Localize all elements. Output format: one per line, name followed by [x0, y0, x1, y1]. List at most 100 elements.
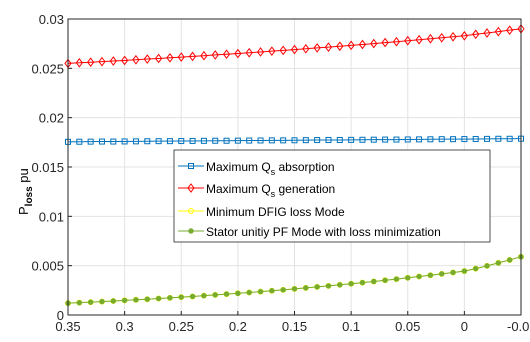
- series-4-point: [246, 289, 252, 296]
- series-2-point: [426, 33, 435, 44]
- series-1-point: [155, 138, 162, 145]
- series-1-point: [404, 136, 411, 143]
- y-tick-labels: 0 0.005 0.01 0.015 0.02 0.025 0.03: [31, 12, 64, 323]
- series-1-point: [336, 136, 343, 143]
- series-1-point: [189, 137, 196, 144]
- series-2-point: [324, 42, 333, 52]
- series-4-point: [484, 263, 490, 269]
- series-2-point: [290, 44, 299, 55]
- series-2-point: [460, 30, 468, 41]
- series-4-point: [257, 288, 264, 295]
- series-1-point: [166, 138, 173, 145]
- series-2-point: [87, 57, 95, 68]
- y-tick-label: 0.02: [39, 111, 64, 126]
- series-1-point: [325, 136, 332, 143]
- series-4-point: [416, 273, 422, 280]
- x-tick-label: 0.05: [395, 319, 420, 334]
- series-4-point: [337, 282, 343, 288]
- series-1-point: [393, 136, 400, 143]
- legend-entry-2: Maximum Qs generation: [206, 182, 335, 199]
- series-layer: [64, 24, 525, 307]
- series-4-point: [303, 285, 309, 291]
- series-2-point: [268, 46, 276, 56]
- legend-sample-marker: [188, 228, 194, 234]
- series-4-point: [348, 281, 354, 287]
- series-4-point: [359, 279, 366, 286]
- series-2-point: [506, 25, 514, 35]
- series-1-point: [132, 138, 139, 145]
- series-4-point: [450, 269, 456, 276]
- series-2-point: [256, 47, 265, 57]
- series-1-point: [212, 137, 219, 144]
- series-2-point: [415, 34, 423, 45]
- series-1-point: [234, 137, 241, 144]
- series-2-point: [392, 36, 401, 47]
- series-1-point: [416, 136, 423, 143]
- series-1-point: [438, 136, 445, 143]
- y-tick-label: 0.005: [31, 259, 64, 274]
- series-4-point: [393, 276, 400, 282]
- series-4-point: [382, 277, 388, 283]
- x-tick-label: 0.1: [342, 319, 360, 334]
- x-tick-labels: 0.35 0.3 0.25 0.2 0.15 0.1 0.05 0 -0.05: [55, 319, 530, 334]
- x-tick-label: 0.25: [169, 319, 194, 334]
- x-tick-label: 0.2: [229, 319, 247, 334]
- series-4-point: [223, 291, 230, 297]
- series-4-point: [405, 275, 411, 281]
- series-4-point: [325, 283, 332, 289]
- series-2-point: [494, 26, 502, 37]
- x-tick-label: 0.15: [282, 319, 307, 334]
- series-2-point: [177, 52, 185, 62]
- legend-entry-1-tail: absorption: [275, 160, 334, 174]
- series-4-point: [506, 257, 513, 263]
- series-2-point: [200, 50, 208, 61]
- legend-entry-1-sub: s: [271, 167, 276, 177]
- series-1-point: [302, 137, 309, 144]
- series-4-point: [144, 296, 150, 302]
- tick-marks: [67, 18, 522, 316]
- legend-sample-marker: [188, 208, 194, 214]
- series-2-point: [109, 56, 117, 66]
- legend-entry-3: Minimum DFIG loss Mode: [206, 205, 345, 219]
- series-4-point: [280, 287, 286, 293]
- series-2-point: [381, 37, 389, 48]
- y-tick-label: 0.015: [31, 160, 64, 175]
- series-4-point: [427, 272, 434, 278]
- series-2-point: [347, 40, 355, 51]
- series-2-point: [98, 56, 106, 67]
- x-tick-label: 0: [461, 319, 468, 334]
- series-1-point: [348, 136, 355, 143]
- series-2-point: [166, 52, 174, 63]
- legend-entry-2-sub: s: [271, 189, 276, 199]
- series-2: [64, 24, 525, 69]
- series-2-point: [279, 45, 287, 56]
- series-1-point: [291, 137, 298, 144]
- y-tick-label: 0.03: [39, 12, 64, 27]
- series-1-point: [98, 138, 105, 145]
- series-2-point: [121, 55, 129, 66]
- series-2-point: [438, 32, 446, 43]
- series-1-point: [200, 137, 207, 144]
- series-4-point: [178, 294, 184, 300]
- series-2-point: [313, 43, 321, 53]
- series-1-point: [87, 138, 94, 145]
- series-2-point: [449, 31, 457, 42]
- series-1-point: [110, 138, 117, 145]
- x-tick-label: -0.05: [507, 319, 530, 334]
- series-4-point: [461, 268, 468, 274]
- series-2-point: [483, 28, 491, 38]
- series-4-point: [189, 293, 196, 300]
- series-1-point: [314, 137, 321, 144]
- series-2-point: [154, 53, 163, 64]
- series-4-point: [495, 260, 502, 266]
- legend-box: [173, 149, 491, 243]
- series-1-point: [370, 136, 377, 143]
- series-2-point: [188, 51, 197, 62]
- series-4-point: [121, 297, 128, 304]
- series-1-point: [268, 137, 275, 144]
- series-2-point: [302, 43, 310, 54]
- legend-entry-1: Maximum Qs absorption: [206, 160, 335, 177]
- series-1-point: [257, 137, 264, 144]
- legend-sample-marker: [187, 183, 195, 193]
